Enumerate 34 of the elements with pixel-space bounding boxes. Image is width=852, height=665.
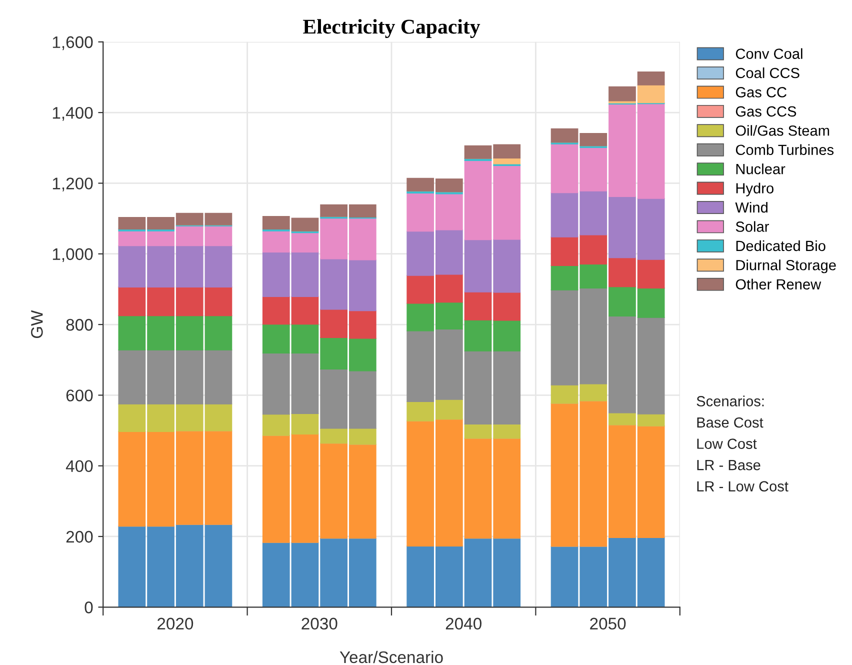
y-axis-title: GW bbox=[31, 310, 43, 338]
y-tick-label: 0 bbox=[84, 602, 93, 614]
legend-label: Comb Turbines bbox=[736, 144, 834, 156]
y-tick-label: 1,000 bbox=[52, 248, 93, 262]
text: 2040 bbox=[446, 618, 482, 630]
text: Base Cost bbox=[697, 417, 764, 428]
legend-label: Coal CCS bbox=[736, 67, 800, 78]
legend-label: Diurnal Storage bbox=[736, 260, 836, 274]
text: 2020 bbox=[157, 618, 194, 630]
y-tick-label: 1,600 bbox=[52, 36, 93, 50]
text: LR - Base bbox=[697, 460, 760, 470]
legend-label: Conv Coal bbox=[736, 48, 802, 59]
chart-title: Electricity Capacity bbox=[303, 19, 480, 38]
legend-label: Wind bbox=[735, 202, 768, 213]
y-tick-label: 800 bbox=[66, 318, 93, 331]
y-tick-label: 600 bbox=[66, 390, 93, 402]
legend-label: Dedicated Bio bbox=[736, 240, 826, 252]
text: 2050 bbox=[590, 618, 626, 630]
legend-label: Gas CC bbox=[736, 87, 786, 98]
y-tick-label: 200 bbox=[66, 530, 93, 543]
y-tick-label: 1,400 bbox=[52, 106, 93, 121]
text: Low Cost bbox=[697, 438, 757, 449]
legend-label: Gas CCS bbox=[736, 106, 796, 117]
y-tick-label: 400 bbox=[66, 460, 93, 472]
legend-label: Nuclear bbox=[736, 164, 786, 174]
legend-label: Oil/Gas Steam bbox=[736, 125, 830, 136]
text: Scenarios: bbox=[696, 396, 764, 406]
y-tick-label: 1,200 bbox=[52, 178, 93, 192]
legend-label: Hydro bbox=[736, 182, 774, 196]
text: 2030 bbox=[302, 618, 338, 630]
x-axis-title: Year/Scenario bbox=[340, 650, 443, 664]
legend-label: Solar bbox=[736, 221, 769, 232]
legend-label: Other Renew bbox=[736, 278, 822, 290]
text: LR - Low Cost bbox=[697, 481, 788, 492]
